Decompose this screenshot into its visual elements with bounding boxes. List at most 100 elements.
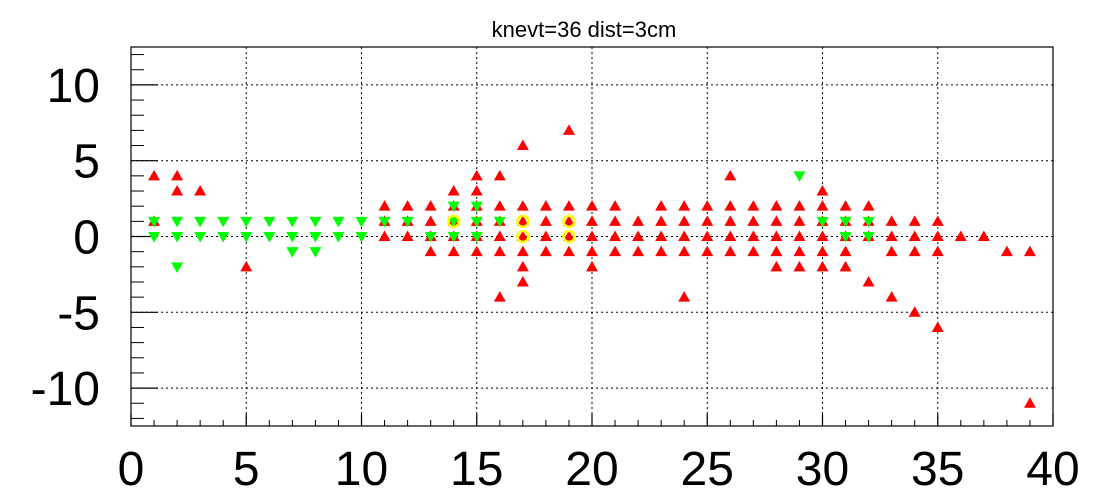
red-triangle-up-point (885, 230, 898, 241)
red-triangle-up-point (516, 200, 529, 211)
red-triangle-up-point (539, 245, 552, 257)
green-triangle-down-point (309, 247, 322, 258)
red-triangle-up-point (908, 306, 921, 317)
x-axis-tick-labels: 0 5 10 15 20 25 30 35 40 (118, 443, 1080, 496)
red-triangle-up-point (816, 185, 829, 196)
red-triangle-up-point (609, 245, 622, 257)
green-triangle-down-point (493, 216, 506, 228)
y-axis-tick-labels: -10 -5 0 5 10 (31, 60, 100, 416)
red-triangle-up-point (770, 230, 783, 241)
red-triangle-up-point (770, 215, 783, 226)
green-triangle-down-point (401, 216, 414, 228)
red-triangle-up-point (401, 230, 414, 241)
red-triangle-up-point (724, 169, 737, 181)
red-triangle-up-point (516, 260, 529, 272)
red-triangle-up-point (148, 169, 161, 181)
red-triangle-up-point (678, 200, 691, 211)
green-triangle-down-point (862, 216, 875, 228)
red-triangle-up-point (539, 215, 552, 226)
red-triangle-up-point (562, 245, 575, 257)
red-triangle-up-point (632, 215, 645, 226)
red-triangle-up-point (793, 260, 806, 272)
green-triangle-down-point (355, 216, 368, 228)
red-triangle-up-point (447, 185, 460, 196)
red-triangle-up-point (885, 245, 898, 257)
red-triangle-up-point (1023, 397, 1036, 408)
red-triangle-up-point (724, 215, 737, 226)
red-triangle-up-point (194, 185, 207, 196)
red-triangle-up-point (562, 124, 575, 135)
red-triangle-up-point (609, 230, 622, 241)
green-triangle-down-point (793, 171, 806, 182)
red-triangle-up-point (977, 230, 990, 241)
red-triangle-up-point (816, 230, 829, 241)
red-triangle-up-point (954, 230, 967, 241)
y-tick-label: 10 (47, 60, 100, 113)
red-triangle-up-point (586, 245, 598, 257)
x-tick-label: 20 (565, 443, 618, 496)
green-triangle-down-point (240, 232, 253, 243)
red-triangle-up-point (655, 230, 668, 241)
red-triangle-up-point (516, 215, 529, 226)
chart-title: knevt=36 dist=3cm (492, 17, 677, 42)
green-triangle-down-point (378, 216, 391, 228)
red-triangle-up-point (862, 200, 875, 211)
red-triangle-up-point (586, 230, 598, 241)
red-triangle-up-point (516, 230, 529, 241)
red-triangle-up-point (931, 215, 944, 226)
x-tick-label: 15 (450, 443, 503, 496)
red-triangle-up-point (724, 230, 737, 241)
green-triangle-down-point (447, 216, 460, 228)
red-triangle-up-point (793, 230, 806, 241)
data-points (148, 124, 1036, 408)
red-triangle-up-point (747, 200, 760, 211)
red-triangle-up-point (655, 245, 668, 257)
red-triangle-up-point (701, 200, 714, 211)
red-triangle-up-point (701, 245, 714, 257)
red-triangle-up-point (586, 260, 598, 272)
axis-ticks (130, 54, 1054, 426)
red-triangle-up-point (839, 245, 852, 257)
green-triangle-down-point (148, 216, 161, 228)
red-triangle-up-point (793, 200, 806, 211)
green-triangle-down-point (286, 232, 299, 243)
red-triangle-up-point (539, 230, 552, 241)
x-tick-label: 10 (335, 443, 388, 496)
red-triangle-up-point (747, 215, 760, 226)
y-tick-label: -10 (31, 363, 100, 416)
red-triangle-up-point (401, 200, 414, 211)
red-triangle-up-point (562, 215, 575, 226)
green-triangle-down-point (447, 232, 460, 243)
red-triangle-up-point (470, 185, 483, 196)
red-triangle-up-point (378, 230, 391, 241)
red-triangle-up-point (931, 321, 944, 332)
red-triangle-up-point (678, 245, 691, 257)
red-triangle-up-point (493, 200, 506, 211)
green-triangle-down-point (470, 201, 483, 213)
x-tick-label: 25 (681, 443, 734, 496)
red-triangle-up-point (516, 139, 529, 151)
green-triangle-down-point (263, 216, 276, 228)
red-triangle-up-point (770, 200, 783, 211)
red-triangle-up-point (724, 245, 737, 257)
green-triangle-down-point (447, 201, 460, 213)
red-triangle-up-point (493, 169, 506, 181)
y-tick-label: 0 (73, 212, 100, 265)
green-triangle-down-point (263, 232, 276, 243)
yellow-circle-point (562, 214, 576, 229)
red-triangle-up-point (839, 260, 852, 272)
green-triangle-down-point (194, 232, 207, 243)
red-triangle-up-point (747, 230, 760, 241)
yellow-circle-point (516, 214, 530, 229)
red-triangle-up-point (516, 245, 529, 257)
green-triangle-down-point (240, 216, 253, 228)
red-triangle-up-point (701, 215, 714, 226)
red-triangle-up-point (678, 291, 691, 302)
red-triangle-up-point (493, 245, 506, 257)
red-triangle-up-point (678, 230, 691, 241)
red-triangle-up-point (816, 260, 829, 272)
green-triangle-down-point (470, 216, 483, 228)
red-triangle-up-point (885, 215, 898, 226)
green-triangle-down-point (355, 232, 368, 243)
